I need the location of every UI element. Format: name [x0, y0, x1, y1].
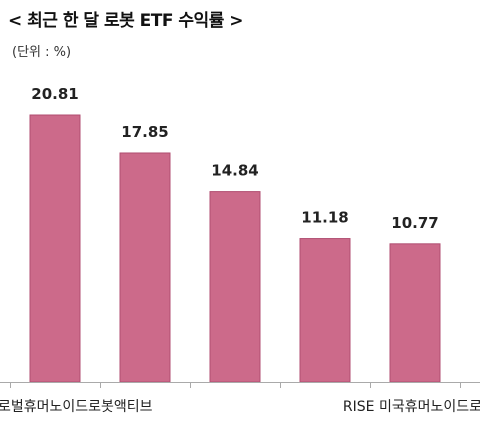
bar	[209, 191, 261, 383]
x-axis	[0, 382, 480, 388]
bar-value-label: 14.84	[211, 162, 258, 180]
value-labels: 20.81 17.85 14.84 11.18 10.77	[31, 85, 438, 232]
bar	[299, 238, 351, 383]
bars-layer	[29, 114, 441, 383]
bar-value-label: 11.18	[301, 209, 348, 227]
bar	[389, 243, 441, 383]
bar	[29, 114, 81, 383]
category-label: RISE 미국휴머노이드로	[343, 399, 480, 415]
bar	[119, 152, 171, 383]
chart-title: < 최근 한 달 로봇 ETF 수익률 >	[8, 11, 244, 31]
category-label: 로벌휴머노이드로봇액티브	[0, 399, 153, 415]
unit-label: (단위 : %)	[12, 45, 72, 60]
bar-value-label: 17.85	[121, 123, 168, 141]
bar-value-label: 10.77	[391, 214, 438, 232]
bar-value-label: 20.81	[31, 85, 78, 103]
category-labels: 로벌휴머노이드로봇액티브 RISE 미국휴머노이드로	[0, 399, 480, 415]
